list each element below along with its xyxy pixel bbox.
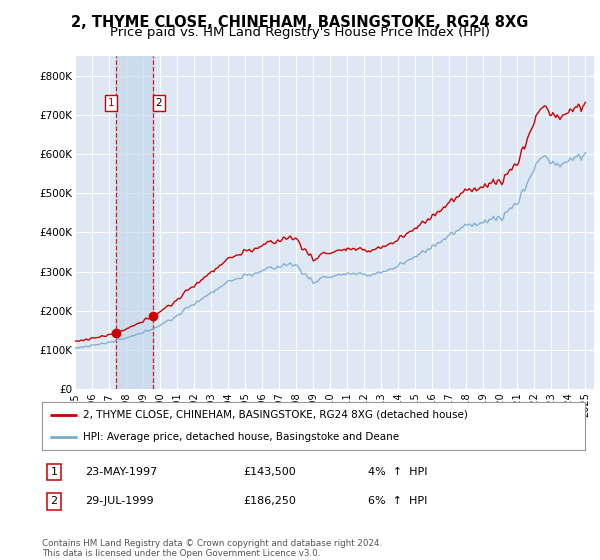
Text: 2: 2 [155,98,162,108]
Text: 1: 1 [108,98,115,108]
Text: 6%  ↑  HPI: 6% ↑ HPI [368,496,427,506]
Text: £143,500: £143,500 [243,467,296,477]
Text: 2: 2 [50,496,58,506]
Text: HPI: Average price, detached house, Basingstoke and Deane: HPI: Average price, detached house, Basi… [83,432,399,442]
Bar [116,56,153,389]
Text: Price paid vs. HM Land Registry's House Price Index (HPI): Price paid vs. HM Land Registry's House … [110,26,490,39]
Text: 29-JUL-1999: 29-JUL-1999 [85,496,154,506]
Text: 23-MAY-1997: 23-MAY-1997 [85,467,158,477]
Text: 1: 1 [50,467,58,477]
Text: £186,250: £186,250 [243,496,296,506]
Text: 2, THYME CLOSE, CHINEHAM, BASINGSTOKE, RG24 8XG (detached house): 2, THYME CLOSE, CHINEHAM, BASINGSTOKE, R… [83,410,467,420]
Text: 2, THYME CLOSE, CHINEHAM, BASINGSTOKE, RG24 8XG: 2, THYME CLOSE, CHINEHAM, BASINGSTOKE, R… [71,15,529,30]
Text: Contains HM Land Registry data © Crown copyright and database right 2024.
This d: Contains HM Land Registry data © Crown c… [42,539,382,558]
Text: 4%  ↑  HPI: 4% ↑ HPI [368,467,427,477]
